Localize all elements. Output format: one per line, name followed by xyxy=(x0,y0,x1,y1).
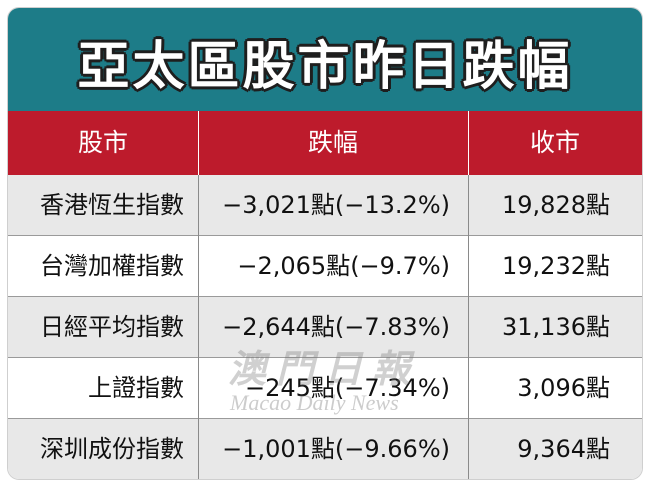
table-row: 台灣加權指數 −2,065點(−9.7%) 19,232點 xyxy=(8,236,642,296)
market-name: 香港恆生指數 xyxy=(40,191,184,219)
market-name: 台灣加權指數 xyxy=(40,252,184,280)
header-divider xyxy=(468,111,469,175)
row-divider xyxy=(8,235,642,236)
market-name: 上證指數 xyxy=(88,374,184,402)
market-change: −245點(−7.34%) xyxy=(245,374,450,402)
market-change: −2,644點(−7.83%) xyxy=(222,313,450,341)
row-divider xyxy=(8,418,642,419)
header-market: 股市 xyxy=(77,128,128,157)
table-card: 亞太區股市昨日跌幅 股市 跌幅 收市 香港恆生指數 −3,021點(−13.2%… xyxy=(7,7,643,480)
table-row: 上證指數 −245點(−7.34%) 3,096點 xyxy=(8,358,642,418)
column-divider xyxy=(198,175,199,479)
market-close: 19,232點 xyxy=(502,252,610,280)
header-divider xyxy=(198,111,199,175)
market-name: 深圳成份指數 xyxy=(40,435,184,463)
header-change: 跌幅 xyxy=(307,128,358,157)
market-close: 31,136點 xyxy=(502,313,610,341)
market-close: 19,828點 xyxy=(502,191,610,219)
market-close: 9,364點 xyxy=(517,435,610,463)
header-close: 收市 xyxy=(529,128,580,157)
title-bar: 亞太區股市昨日跌幅 xyxy=(8,8,642,111)
table-row: 深圳成份指數 −1,001點(−9.66%) 9,364點 xyxy=(8,419,642,479)
market-close: 3,096點 xyxy=(517,374,610,402)
page-title: 亞太區股市昨日跌幅 xyxy=(77,37,573,97)
row-divider xyxy=(8,357,642,358)
market-name: 日經平均指數 xyxy=(40,313,184,341)
column-divider xyxy=(468,175,469,479)
row-divider xyxy=(8,296,642,297)
table-row: 香港恆生指數 −3,021點(−13.2%) 19,828點 xyxy=(8,175,642,235)
table-row: 日經平均指數 −2,644點(−7.83%) 31,136點 xyxy=(8,297,642,357)
table-header: 股市 跌幅 收市 xyxy=(8,111,642,175)
market-change: −3,021點(−13.2%) xyxy=(222,191,450,219)
market-change: −2,065點(−9.7%) xyxy=(237,252,450,280)
market-change: −1,001點(−9.66%) xyxy=(222,435,450,463)
